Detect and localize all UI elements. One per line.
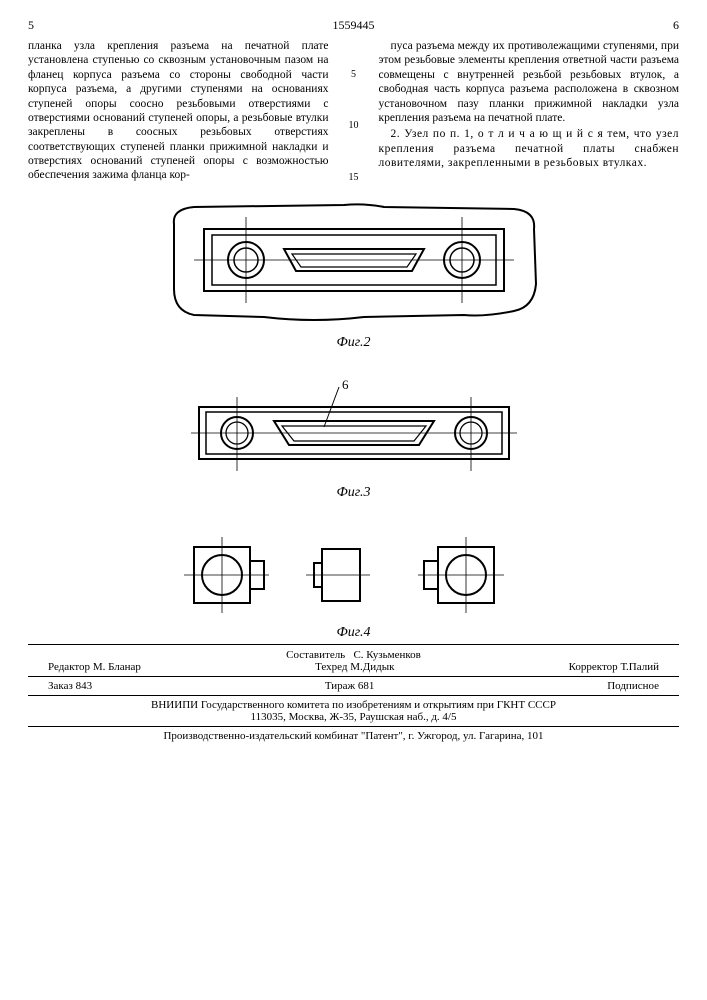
techred-label: Техред xyxy=(315,661,347,673)
editor-name: М. Бланар xyxy=(93,661,141,673)
page-header: 5 1559445 6 xyxy=(28,18,679,33)
patent-number: 1559445 xyxy=(34,18,673,33)
page-right: 6 xyxy=(673,18,679,33)
fig3-svg: 6 xyxy=(179,379,529,479)
right-column: пуса разъема между их противолежащими ст… xyxy=(379,39,680,183)
divider xyxy=(28,726,679,727)
left-column: планка узла крепления разъема на печатно… xyxy=(28,39,329,183)
figure-2: Фиг.2 xyxy=(28,199,679,351)
text-columns: планка узла крепления разъема на печатно… xyxy=(28,39,679,183)
corrector-label: Корректор xyxy=(569,661,618,673)
compiler-name: С. Кузьменков xyxy=(353,649,420,661)
org2-block: Производственно-издательский комбинат "П… xyxy=(28,730,679,742)
editor-label: Редактор xyxy=(48,661,90,673)
order-num: 843 xyxy=(76,680,93,692)
credits-block: Составитель С. Кузьменков Редактор М. Бл… xyxy=(28,649,679,673)
tirage-label: Тираж xyxy=(325,680,355,692)
techred-name: М.Дидык xyxy=(350,661,394,673)
fig3-label: Фиг.3 xyxy=(28,485,679,501)
divider xyxy=(28,676,679,677)
line-num: 5 xyxy=(347,69,361,80)
signed: Подписное xyxy=(607,680,659,692)
divider xyxy=(28,695,679,696)
line-num: 10 xyxy=(347,120,361,131)
line-numbers: 5 10 15 xyxy=(347,39,361,183)
org2: Производственно-издательский комбинат "П… xyxy=(28,730,679,742)
figure-4: Фиг.4 xyxy=(28,529,679,641)
fig4-svg xyxy=(174,529,534,619)
right-p1: пуса разъема между их противолежащими ст… xyxy=(379,39,680,125)
fig3-callout: 6 xyxy=(342,379,349,392)
figure-3: 6 Фиг.3 xyxy=(28,379,679,501)
line-num: 15 xyxy=(347,172,361,183)
fig2-svg xyxy=(164,199,544,329)
fig2-label: Фиг.2 xyxy=(28,335,679,351)
right-p2: 2. Узел по п. 1, о т л и ч а ю щ и й с я… xyxy=(379,127,680,170)
order-row: Заказ 843 Тираж 681 Подписное xyxy=(28,680,679,692)
tirage-num: 681 xyxy=(358,680,375,692)
corrector-name: Т.Палий xyxy=(620,661,659,673)
order-label: Заказ xyxy=(48,680,73,692)
org1: ВНИИПИ Государственного комитета по изоб… xyxy=(28,699,679,711)
compiler-label: Составитель xyxy=(286,649,345,661)
org1-addr: 113035, Москва, Ж-35, Раушская наб., д. … xyxy=(28,711,679,723)
divider xyxy=(28,644,679,645)
fig4-label: Фиг.4 xyxy=(28,625,679,641)
org-block: ВНИИПИ Государственного комитета по изоб… xyxy=(28,699,679,723)
